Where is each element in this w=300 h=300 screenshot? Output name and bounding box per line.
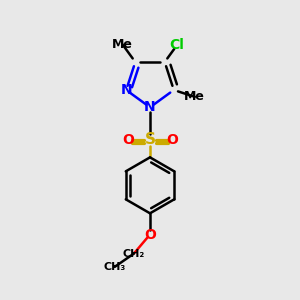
Text: N: N [144,100,156,114]
Text: S: S [145,132,155,147]
Text: O: O [122,133,134,147]
Text: N: N [120,83,132,97]
Text: CH₂: CH₂ [123,249,145,259]
Text: CH₃: CH₃ [103,262,126,272]
Text: Me: Me [184,90,205,103]
Text: O: O [144,227,156,242]
Text: Cl: Cl [169,38,184,52]
Text: Me: Me [112,38,133,51]
Text: O: O [166,133,178,147]
